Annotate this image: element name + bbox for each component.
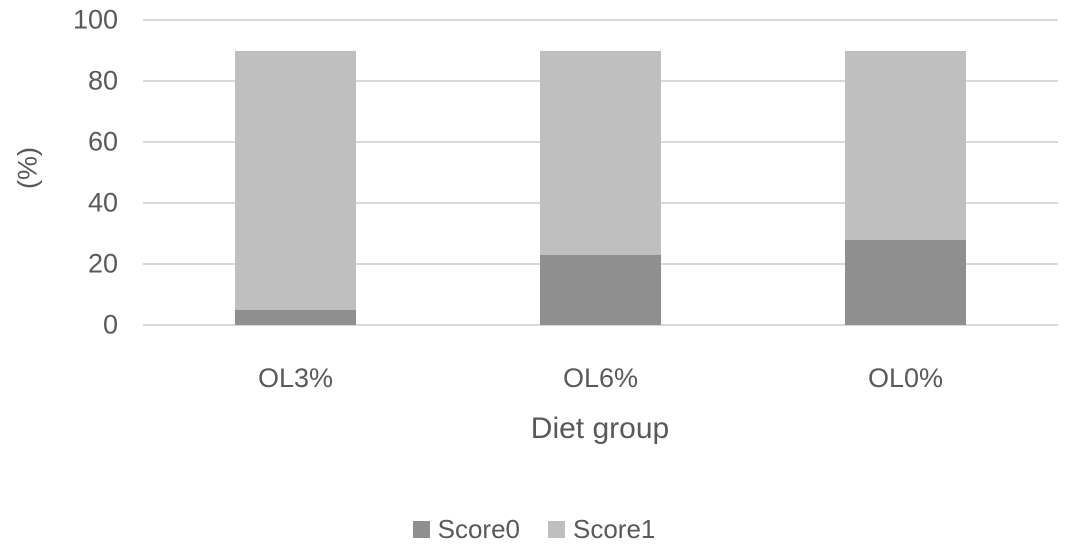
bar-OL0%: [845, 50, 966, 325]
x-category-label-OL6%: OL6%: [562, 363, 639, 393]
x-axis-title: Diet group: [530, 412, 670, 445]
legend-item-score0: Score0: [412, 514, 520, 544]
gridline-0: [143, 324, 1058, 326]
legend-label: Score0: [437, 514, 520, 544]
y-tick-label: 80: [87, 65, 118, 96]
y-tick-label: 40: [87, 187, 118, 218]
legend-item-score1: Score1: [548, 516, 655, 542]
legend-swatch-icon: [412, 520, 430, 538]
bar-segment-score1-OL6%: [540, 50, 661, 255]
legend-swatch-icon: [548, 520, 565, 538]
bar-segment-score1-OL0%: [845, 50, 966, 240]
gridline-100: [143, 19, 1058, 21]
plot-area: [143, 19, 1058, 326]
bar-segment-score1-OL3%: [235, 50, 356, 310]
bar-OL6%: [540, 50, 661, 325]
y-tick-label: 100: [72, 4, 118, 35]
y-tick-label: 60: [87, 126, 118, 157]
bar-OL3%: [235, 50, 356, 325]
x-category-label-OL3%: OL3%: [257, 363, 334, 393]
x-category-label-OL0%: OL0%: [867, 363, 944, 393]
bar-segment-score0-OL3%: [235, 309, 356, 325]
legend: Score0 Score1: [0, 516, 1068, 542]
bar-segment-score0-OL6%: [540, 254, 661, 325]
y-tick-label: 0: [102, 309, 118, 340]
legend-label: Score1: [573, 514, 656, 544]
bar-segment-score0-OL0%: [845, 239, 966, 325]
y-tick-label: 20: [87, 248, 118, 279]
